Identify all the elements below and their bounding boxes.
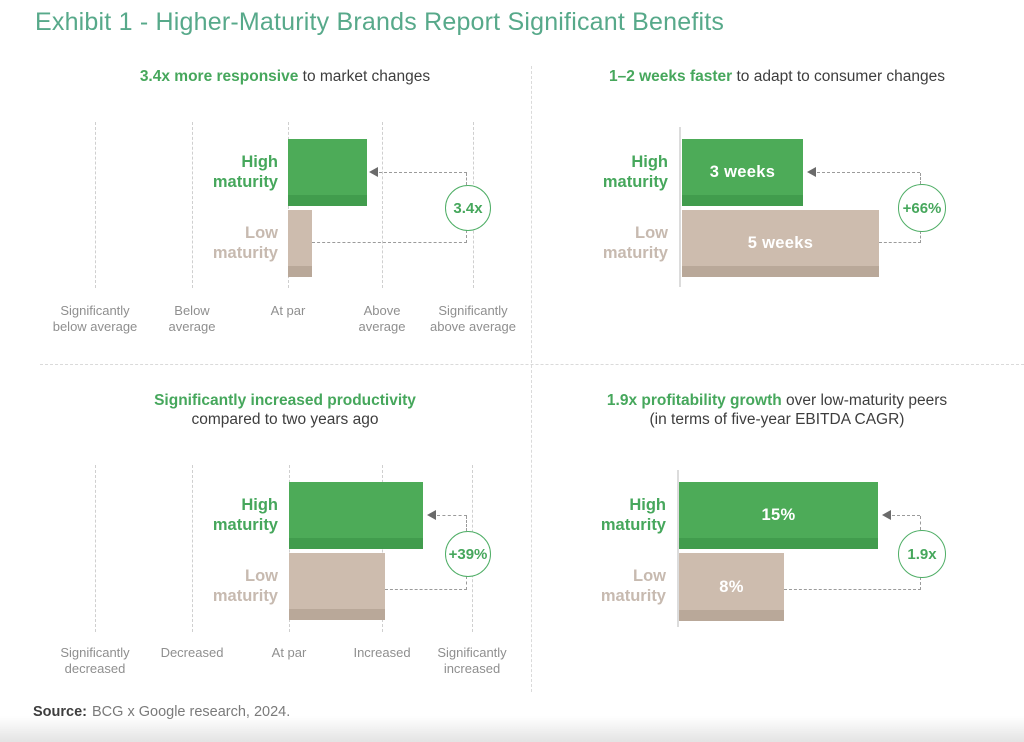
bottom-fade-strip — [0, 716, 1024, 742]
axis-label: Significantly decreased — [60, 645, 130, 676]
high-maturity-label: High maturity — [602, 153, 668, 192]
low-maturity-label: Low maturity — [600, 567, 666, 606]
high-maturity-label: High maturity — [212, 153, 278, 192]
connector-dashed-line — [784, 589, 921, 590]
gridline — [95, 122, 96, 288]
low-maturity-label: Low maturity — [602, 224, 668, 263]
bar-shade — [288, 195, 367, 206]
arrow-left-icon — [882, 510, 891, 520]
bar-low-maturity: 5 weeks — [682, 210, 879, 277]
axis-label: At par — [270, 303, 306, 318]
connector-dashed-line — [920, 577, 921, 590]
panel-title-rest: to market changes — [298, 68, 431, 85]
axis-label: Increased — [353, 645, 411, 660]
connector-dashed-line — [466, 516, 467, 531]
connector-dashed-line — [385, 589, 467, 590]
panel-title-productivity: Significantly increased productivity com… — [48, 391, 522, 430]
panel-title-emphasis: 1.9x profitability growth — [606, 392, 782, 409]
panel-title-rest: to adapt to consumer changes — [732, 68, 946, 85]
gridline — [95, 465, 96, 632]
bar-value: 8% — [719, 577, 744, 596]
panel-title-speed: 1–2 weeks faster to adapt to consumer ch… — [540, 67, 1014, 86]
axis-label: Below average — [168, 303, 216, 334]
panel-title-responsiveness: 3.4x more responsive to market changes — [48, 67, 522, 86]
baseline-axis — [679, 127, 681, 287]
quadrant-divider-vertical — [531, 66, 532, 692]
bar-low-maturity: 8% — [679, 553, 784, 621]
multiplier-badge: +39% — [445, 531, 491, 577]
exhibit-title: Exhibit 1 - Higher-Maturity Brands Repor… — [35, 8, 725, 36]
source-text: BCG x Google research, 2024. — [92, 704, 291, 720]
multiplier-badge: +66% — [898, 184, 946, 232]
connector-dashed-line — [892, 515, 920, 516]
quadrant-divider-horizontal — [40, 364, 1024, 365]
gridline — [192, 465, 193, 632]
gridline — [382, 122, 383, 288]
arrow-left-icon — [369, 167, 378, 177]
panel-title-rest: compared to two years ago — [191, 411, 379, 429]
baseline-axis — [677, 470, 679, 627]
bar-high-maturity: 15% — [679, 482, 878, 549]
bar-value: 5 weeks — [747, 234, 814, 252]
high-maturity-label: High maturity — [212, 496, 278, 535]
connector-dashed-line — [466, 230, 467, 243]
axis-label: Significantly increased — [437, 645, 507, 676]
panel-title-profitability: 1.9x profitability growth over low-matur… — [540, 391, 1014, 430]
bar-shade — [289, 609, 385, 620]
bar-shade — [679, 610, 784, 621]
bar-high-maturity — [288, 139, 367, 206]
bar-value: 15% — [761, 506, 796, 524]
low-maturity-label: Low maturity — [212, 567, 278, 606]
connector-dashed-line — [437, 515, 467, 516]
bar-shade — [679, 538, 878, 549]
connector-dashed-line — [920, 231, 921, 243]
connector-dashed-line — [879, 242, 921, 243]
bar-high-maturity: 3 weeks — [682, 139, 803, 206]
connector-dashed-line — [920, 173, 921, 184]
multiplier-badge: 1.9x — [898, 530, 946, 578]
bar-high-maturity — [289, 482, 423, 549]
bar-shade — [289, 538, 423, 549]
bar-shade — [682, 195, 803, 206]
panel-title-rest: over low-maturity peers (in terms of fiv… — [649, 392, 948, 429]
high-maturity-label: High maturity — [600, 496, 666, 535]
connector-dashed-line — [920, 516, 921, 530]
bar-value: 3 weeks — [709, 163, 776, 181]
panel-title-emphasis: 1–2 weeks faster — [608, 68, 733, 85]
axis-label: Significantly above average — [429, 303, 516, 334]
multiplier-badge: 3.4x — [445, 185, 491, 231]
connector-dashed-line — [379, 172, 467, 173]
bar-low-maturity — [289, 553, 385, 620]
arrow-left-icon — [807, 167, 816, 177]
axis-label: Decreased — [160, 645, 224, 660]
axis-label: At par — [271, 645, 307, 660]
connector-dashed-line — [466, 173, 467, 185]
gridline — [192, 122, 193, 288]
source-label: Source: — [33, 704, 87, 720]
bar-shade — [288, 266, 312, 277]
connector-dashed-line — [312, 242, 467, 243]
arrow-left-icon — [427, 510, 436, 520]
source-note: Source: BCG x Google research, 2024. — [33, 704, 290, 720]
bar-shade — [682, 266, 879, 277]
connector-dashed-line — [466, 576, 467, 590]
panel-title-emphasis: 3.4x more responsive — [139, 68, 299, 85]
panel-title-emphasis: Significantly increased productivity — [154, 392, 416, 409]
axis-label: Above average — [358, 303, 406, 334]
bar-low-maturity — [288, 210, 312, 277]
axis-label: Significantly below average — [52, 303, 138, 334]
connector-dashed-line — [817, 172, 920, 173]
low-maturity-label: Low maturity — [212, 224, 278, 263]
